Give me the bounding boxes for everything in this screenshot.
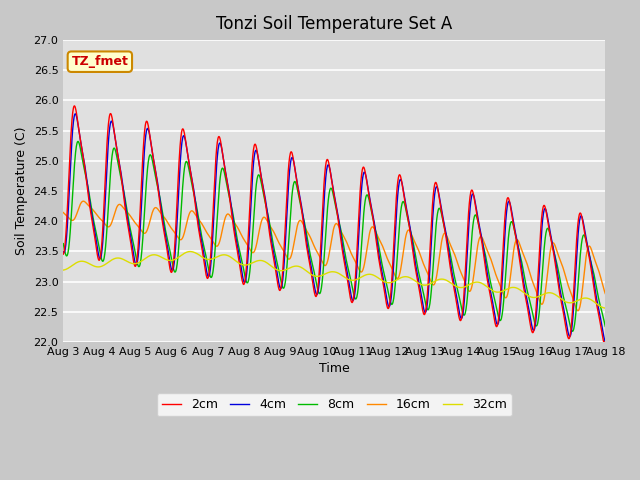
16cm (602, 291, 609, 297)
Line: 4cm: 4cm (63, 114, 605, 342)
4cm (290, 158, 298, 164)
16cm (124, 210, 131, 216)
8cm (290, 181, 298, 187)
Line: 2cm: 2cm (63, 106, 605, 342)
2cm (124, 221, 131, 227)
Line: 16cm: 16cm (63, 201, 605, 311)
16cm (102, 222, 109, 228)
Y-axis label: Soil Temperature (C): Soil Temperature (C) (15, 127, 28, 255)
16cm (60, 210, 67, 216)
32cm (602, 305, 609, 311)
32cm (311, 273, 319, 279)
Line: 8cm: 8cm (63, 142, 605, 331)
2cm (70, 103, 78, 109)
4cm (301, 226, 308, 232)
8cm (568, 328, 576, 334)
32cm (301, 267, 308, 273)
2cm (301, 231, 308, 237)
2cm (60, 251, 67, 257)
16cm (301, 225, 308, 230)
4cm (311, 284, 319, 290)
32cm (124, 259, 131, 264)
32cm (290, 264, 298, 269)
32cm (60, 267, 67, 273)
16cm (574, 308, 582, 313)
Title: Tonzi Soil Temperature Set A: Tonzi Soil Temperature Set A (216, 15, 452, 33)
16cm (368, 224, 376, 230)
Text: TZ_fmet: TZ_fmet (72, 55, 128, 68)
16cm (79, 198, 87, 204)
16cm (290, 242, 298, 248)
X-axis label: Time: Time (319, 362, 349, 375)
8cm (60, 241, 67, 247)
8cm (124, 212, 131, 217)
2cm (368, 210, 376, 216)
4cm (60, 249, 67, 255)
2cm (290, 158, 298, 164)
2cm (600, 339, 607, 345)
2cm (102, 168, 109, 174)
8cm (602, 324, 609, 329)
4cm (102, 190, 109, 196)
4cm (124, 216, 131, 222)
2cm (311, 290, 319, 296)
Legend: 2cm, 4cm, 8cm, 16cm, 32cm: 2cm, 4cm, 8cm, 16cm, 32cm (157, 394, 511, 417)
8cm (368, 212, 376, 217)
8cm (301, 221, 308, 227)
8cm (102, 243, 109, 249)
8cm (311, 271, 319, 277)
2cm (602, 339, 609, 345)
4cm (368, 207, 376, 213)
4cm (602, 339, 609, 345)
8cm (74, 139, 82, 144)
4cm (72, 111, 79, 117)
Line: 32cm: 32cm (63, 252, 605, 308)
32cm (101, 262, 109, 267)
32cm (368, 272, 376, 277)
16cm (311, 244, 319, 250)
32cm (186, 249, 194, 254)
